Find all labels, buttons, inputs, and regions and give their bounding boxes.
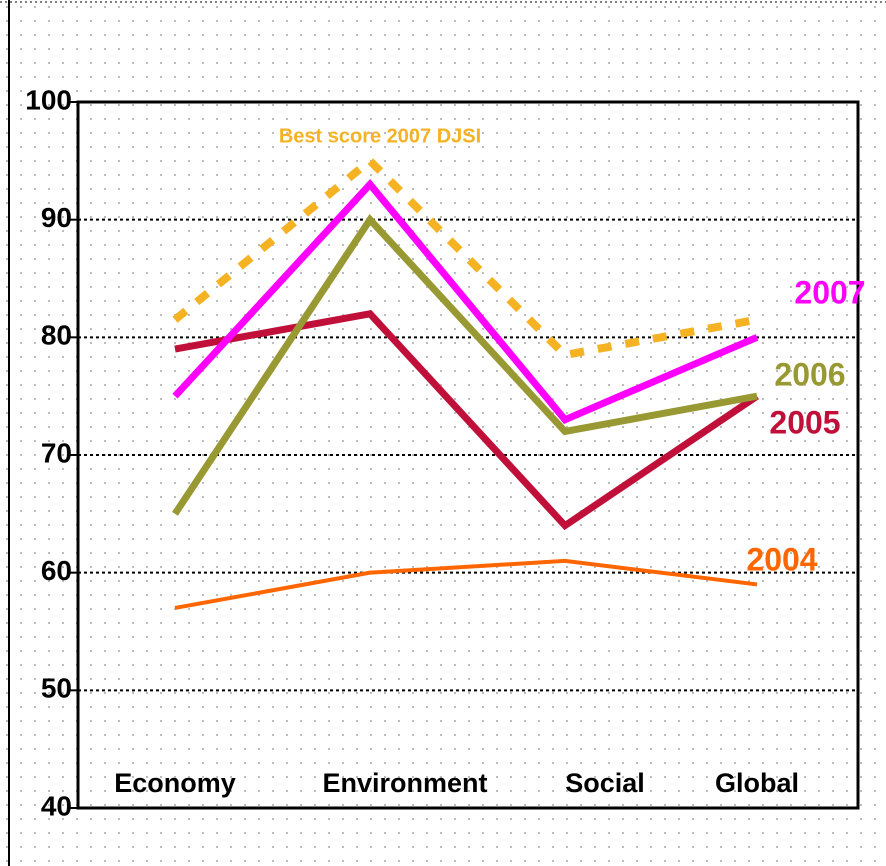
x-tick-label: Economy xyxy=(114,768,236,798)
y-tick-label: 40 xyxy=(41,790,72,821)
x-tick-label: Environment xyxy=(322,768,487,798)
series-label: 2006 xyxy=(774,356,845,392)
series-line xyxy=(172,179,759,424)
series-line xyxy=(174,558,758,610)
y-tick-label: 80 xyxy=(41,320,72,351)
series-line xyxy=(172,155,758,360)
series-label: Best score 2007 DJSI xyxy=(279,125,481,147)
y-tick-label: 70 xyxy=(41,437,72,468)
y-tick-label: 100 xyxy=(25,84,72,115)
series-label: 2005 xyxy=(769,404,840,440)
series-label: 2004 xyxy=(746,541,817,577)
series-label: 2007 xyxy=(794,274,865,310)
series-line xyxy=(172,214,758,516)
y-tick-label: 60 xyxy=(41,555,72,586)
series-line xyxy=(174,310,759,531)
y-tick-label: 90 xyxy=(41,202,72,233)
x-tick-label: Social xyxy=(565,768,645,798)
x-tick-label: Global xyxy=(715,768,799,798)
y-tick-label: 50 xyxy=(41,673,72,704)
